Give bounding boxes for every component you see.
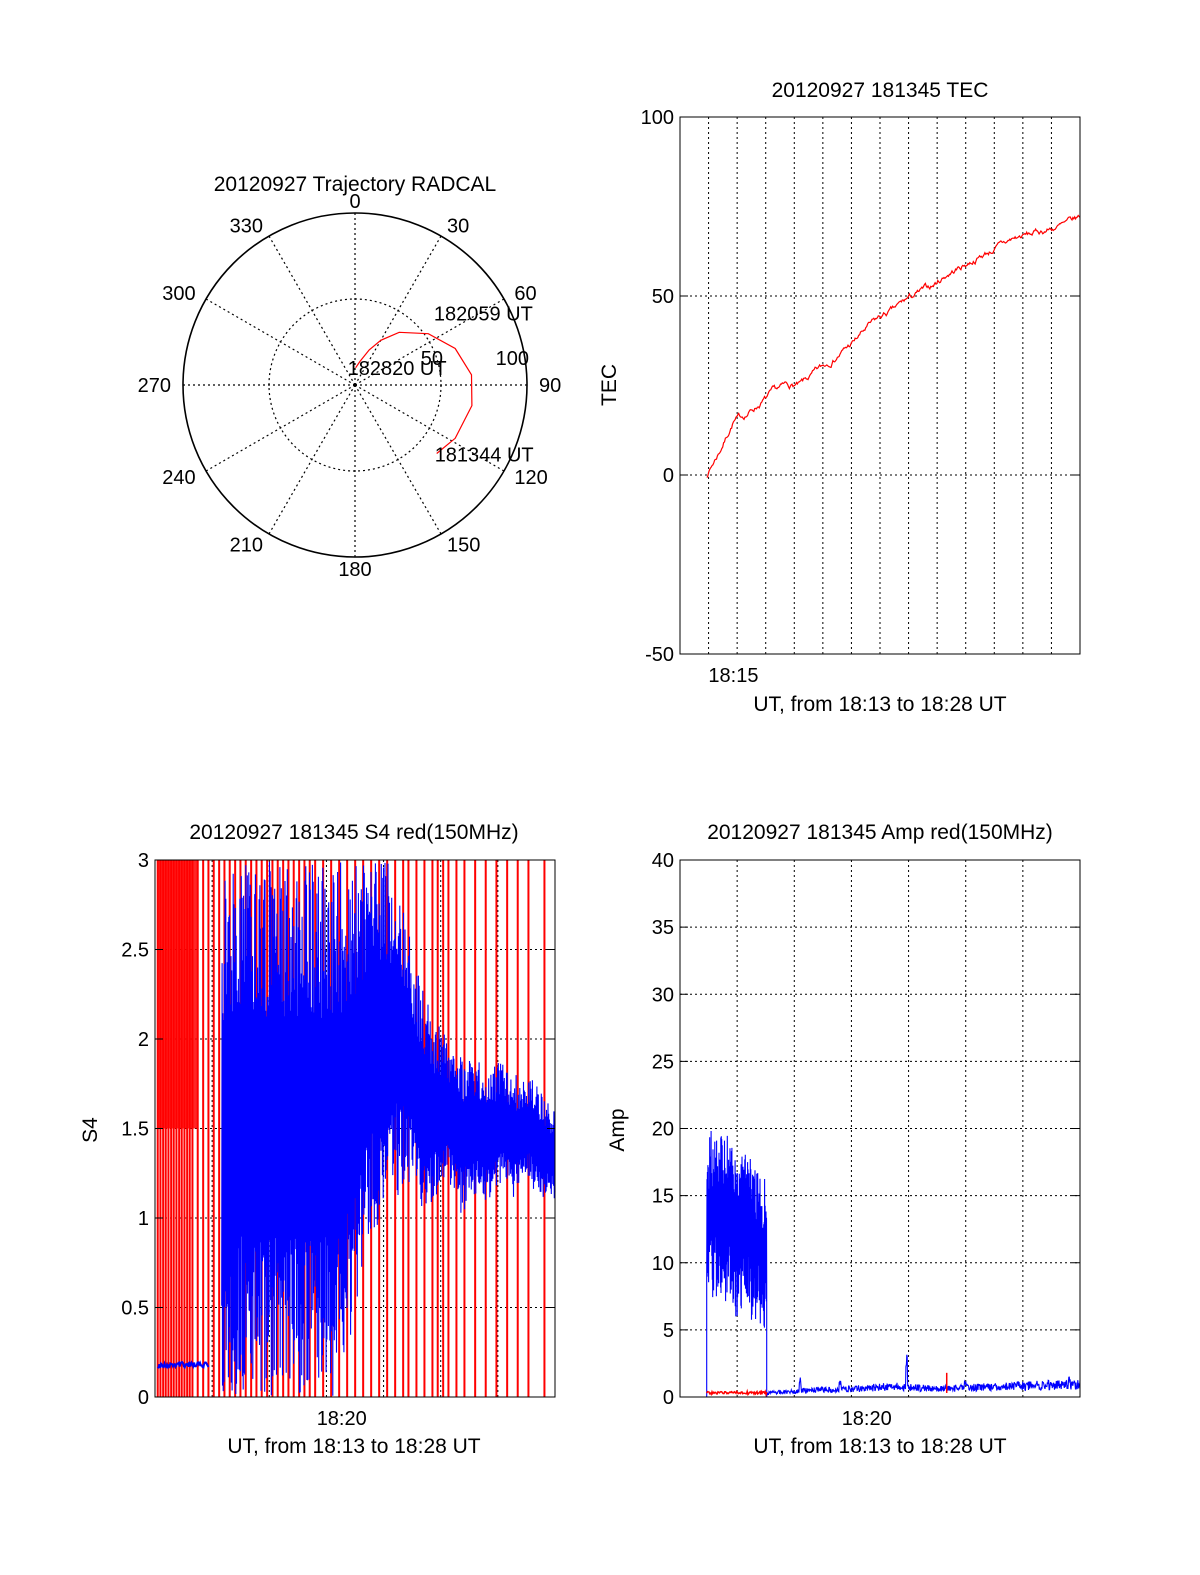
s4-series	[156, 860, 556, 1397]
polar-radius-label: 100	[496, 348, 529, 370]
polar-spoke	[268, 384, 356, 535]
polar-azimuth-label: 150	[447, 534, 480, 556]
y-tick-label: 2.5	[121, 940, 149, 962]
amp-blue-burst	[706, 1130, 768, 1397]
amp-x-tick: 18:20	[842, 1408, 892, 1430]
y-tick-label: 3	[138, 850, 149, 872]
tec-x-label: UT, from 18:13 to 18:28 UT	[753, 693, 1006, 716]
tec-x-tick: 18:15	[708, 665, 758, 687]
s4-title: 20120927 181345 S4 red(150MHz)	[189, 821, 518, 844]
polar-azimuth-label: 120	[514, 467, 547, 489]
tec-panel: 20120927 181345 TEC 100 50 0 -50 18:15 UT, …	[598, 79, 1081, 716]
y-tick-label: 40	[652, 850, 674, 872]
tec-title: 20120927 181345 TEC	[772, 79, 989, 102]
polar-azimuth-label: 90	[539, 375, 561, 397]
amp-series	[706, 1130, 1081, 1398]
trajectory-grid	[182, 212, 528, 558]
s4-x-tick: 18:20	[317, 1408, 367, 1430]
s4-y-label: S4	[79, 1117, 102, 1143]
y-tick-label: 50	[652, 286, 674, 308]
polar-azimuth-label: 30	[447, 216, 469, 238]
s4-blue-line	[221, 861, 556, 1396]
polar-azimuth-label: 60	[514, 283, 536, 305]
y-tick-label: 25	[652, 1051, 674, 1073]
trajectory-time-label: 181344 UT	[435, 445, 534, 467]
trajectory-line	[355, 331, 473, 454]
s4-panel: 20120927 181345 S4 red(150MHz) 3 2.5 2 1.5 1…	[79, 821, 556, 1458]
trajectory-time-label: 182820 UT	[348, 358, 447, 380]
polar-azimuth-label: 270	[138, 375, 171, 397]
amp-title: 20120927 181345 Amp red(150MHz)	[707, 821, 1053, 844]
amp-panel: 20120927 181345 Amp red(150MHz) 40 35 30 25…	[606, 821, 1081, 1458]
s4-blue-low-segment	[157, 1360, 210, 1370]
amp-blue-baseline	[766, 1354, 1081, 1397]
polar-spoke	[354, 384, 505, 472]
y-tick-label: 0.5	[121, 1298, 149, 1320]
polar-spoke	[205, 384, 356, 472]
amp-y-label: Amp	[606, 1108, 629, 1151]
tec-y-ticks: 100 50 0 -50	[641, 107, 1080, 666]
s4-y-ticks: 3 2.5 2 1.5 1 0.5 0	[121, 850, 555, 1409]
polar-azimuth-label: 180	[338, 559, 371, 581]
trajectory-azimuth-labels: 0 30 60 90 120 150 180 210 240 270 300 330	[138, 191, 562, 581]
tec-grid	[680, 117, 1080, 654]
polar-azimuth-label: 330	[230, 216, 263, 238]
trajectory-title: 20120927 Trajectory RADCAL	[214, 173, 497, 196]
s4-red-band	[157, 860, 198, 1129]
tec-y-label: TEC	[598, 364, 621, 406]
y-tick-label: 100	[641, 107, 674, 129]
y-tick-label: 5	[663, 1320, 674, 1342]
amp-x-label: UT, from 18:13 to 18:28 UT	[753, 1435, 1006, 1458]
polar-radius-label: 50	[421, 348, 443, 370]
trajectory-annotations: 182820 UT 182059 UT 181344 UT	[348, 304, 534, 467]
amp-red-line	[706, 1388, 768, 1398]
tec-line	[706, 214, 1081, 478]
s4-x-label: UT, from 18:13 to 18:28 UT	[227, 1435, 480, 1458]
polar-spoke	[268, 235, 356, 386]
polar-spoke	[354, 384, 442, 535]
y-tick-label: 0	[663, 1387, 674, 1409]
polar-spoke	[205, 298, 356, 386]
tec-frame	[679, 116, 1081, 655]
y-tick-label: -50	[645, 644, 674, 666]
trajectory-radius-labels: 50 100	[421, 348, 529, 370]
tec-series	[706, 214, 1081, 478]
y-tick-label: 30	[652, 984, 674, 1006]
trajectory-time-label: 182059 UT	[434, 304, 533, 326]
polar-spoke	[354, 235, 442, 386]
y-tick-label: 35	[652, 917, 674, 939]
polar-azimuth-label: 0	[349, 191, 360, 213]
y-tick-label: 2	[138, 1029, 149, 1051]
amp-y-ticks: 40 35 30 25 20 15 10 5 0	[652, 850, 1080, 1409]
y-tick-label: 0	[663, 465, 674, 487]
polar-azimuth-label: 210	[230, 534, 263, 556]
polar-azimuth-label: 240	[162, 467, 195, 489]
y-tick-label: 1.5	[121, 1119, 149, 1141]
polar-azimuth-label: 300	[162, 283, 195, 305]
y-tick-label: 20	[652, 1119, 674, 1141]
y-tick-label: 15	[652, 1186, 674, 1208]
amp-grid	[680, 860, 1080, 1397]
y-tick-label: 10	[652, 1253, 674, 1275]
y-tick-label: 0	[138, 1387, 149, 1409]
trajectory-panel: 20120927 Trajectory RADCAL 0 30 60 90 120 150…	[138, 173, 562, 581]
polar-spoke	[354, 298, 505, 386]
trajectory-series	[355, 331, 473, 454]
y-tick-label: 1	[138, 1208, 149, 1230]
